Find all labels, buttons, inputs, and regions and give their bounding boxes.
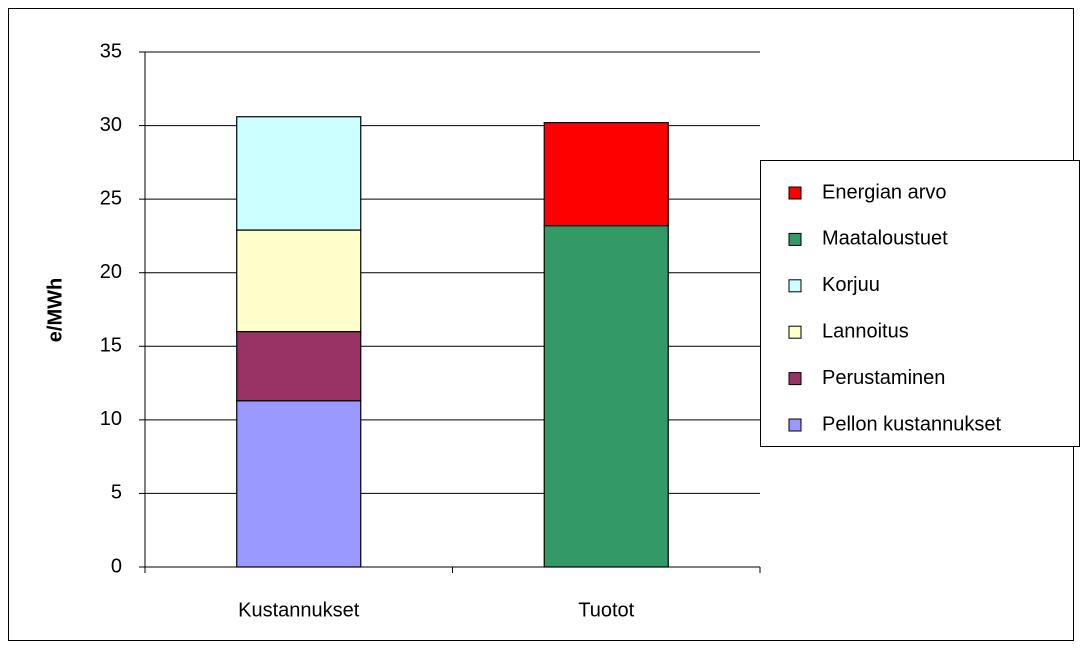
y-tick-label: 10 [100, 408, 122, 430]
legend-label: Pellon kustannukset [822, 413, 1001, 435]
legend-swatch [788, 232, 802, 246]
y-tick-label: 5 [111, 482, 122, 504]
legend-label: Lannoitus [822, 320, 909, 342]
legend-label: Korjuu [822, 274, 880, 296]
legend-swatch [788, 418, 802, 432]
legend-swatch [788, 279, 802, 293]
x-tick-label: Kustannukset [238, 599, 360, 621]
y-tick-label: 25 [100, 187, 122, 209]
bar-segment [236, 229, 362, 333]
legend-label: Maataloustuet [822, 228, 948, 250]
bar-segment [236, 116, 362, 231]
bar-segment [543, 122, 669, 227]
bar-segment [236, 400, 362, 568]
y-tick-label: 35 [100, 40, 122, 62]
legend-swatch [788, 372, 802, 386]
legend-swatch [788, 325, 802, 339]
legend-label: Energian arvo [822, 181, 947, 203]
legend-box [760, 160, 1080, 447]
y-axis-label: e/MWh [44, 278, 66, 342]
y-tick-label: 30 [100, 114, 122, 136]
y-tick-label: 0 [111, 555, 122, 577]
legend-label: Perustaminen [822, 367, 945, 389]
y-tick-label: 20 [100, 261, 122, 283]
y-tick-label: 15 [100, 335, 122, 357]
x-tick-label: Tuotot [578, 599, 634, 621]
bar-segment [236, 330, 362, 402]
legend-swatch [788, 186, 802, 200]
bar-segment [543, 225, 669, 568]
